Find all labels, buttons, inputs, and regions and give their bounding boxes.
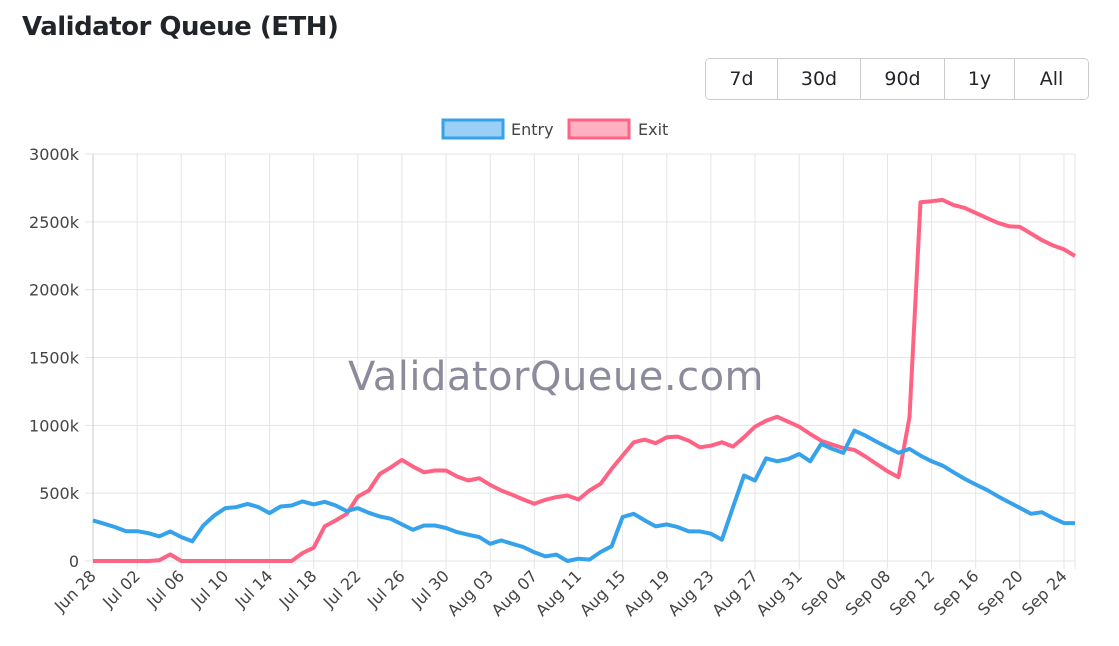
range-all-button[interactable]: All [1015,59,1088,99]
legend-exit-swatch[interactable] [567,118,631,140]
x-tick-label: Jun 28 [50,566,100,616]
legend: Entry Exit [441,118,668,140]
series-line-entry [92,428,1075,563]
series-line-exit [93,197,1077,563]
x-tick-label: Jul 02 [98,566,144,612]
x-tick-label: Jul 18 [275,566,321,612]
x-tick-label: Aug 11 [532,566,586,620]
range-30d-button[interactable]: 30d [778,59,861,99]
y-tick-label: 2000k [29,281,80,300]
x-tick-label: Sep 12 [886,566,939,619]
x-axis: Jun 28 Jul 02 Jul 06 Jul 10 Jul 14 Jul 18 Jul … [50,566,1071,620]
x-tick-label: Aug 19 [620,566,674,620]
x-tick-label: Aug 03 [444,566,498,620]
range-7d-button[interactable]: 7d [706,59,778,99]
x-tick-label: Sep 24 [1018,566,1071,619]
y-tick-label: 3000k [29,145,80,164]
y-tick-label: 0 [69,552,79,571]
x-tick-label: Sep 04 [797,566,850,619]
range-90d-button[interactable]: 90d [861,59,945,99]
x-tick-label: Aug 07 [488,566,542,620]
y-tick-label: 500k [39,484,80,503]
range-button-group: 7d 30d 90d 1y All [705,58,1089,100]
x-tick-label: Sep 20 [974,566,1027,619]
x-tick-label: Jul 10 [186,566,232,612]
x-tick-label: Aug 31 [752,566,806,620]
series-lines [92,197,1077,563]
legend-entry-swatch[interactable] [441,118,505,140]
x-tick-label: Jul 06 [142,566,188,612]
x-tick-label: Jul 26 [363,566,409,612]
y-tick-label: 2500k [29,213,80,232]
x-tick-label: Jul 14 [231,566,277,612]
y-tick-label: 1000k [29,416,80,435]
x-tick-label: Sep 16 [930,566,983,619]
y-tick-label: 1500k [29,349,80,368]
x-tick-label: Jul 22 [319,566,365,612]
legend-entry-label[interactable]: Entry [511,120,554,139]
x-tick-label: Aug 27 [708,566,762,620]
x-tick-label: Aug 23 [664,566,718,620]
x-tick-label: Aug 15 [576,566,630,620]
grid [85,153,1076,569]
range-1y-button[interactable]: 1y [945,59,1015,99]
y-axis: 0 500k 1000k 1500k 2000k 2500k 3000k [29,145,80,571]
x-tick-label: Sep 08 [841,566,894,619]
legend-exit-label[interactable]: Exit [638,120,668,139]
watermark: ValidatorQueue.com [348,354,764,400]
page-title: Validator Queue (ETH) [22,12,339,42]
